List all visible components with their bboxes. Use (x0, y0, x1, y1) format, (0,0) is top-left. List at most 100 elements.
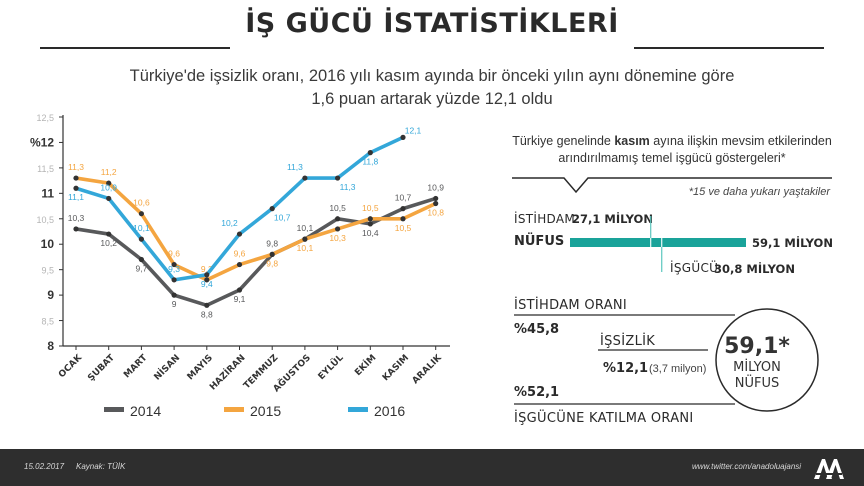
data-label-2015: 9,6 (234, 249, 246, 259)
data-label-2016: 11,3 (340, 182, 356, 192)
circle-line-2: NÜFUS (734, 376, 780, 391)
y-tick-label: 10,5 (36, 215, 54, 225)
y-tick-label: 11,5 (37, 164, 54, 174)
data-label-2014: 9,1 (234, 294, 246, 304)
data-point-2015 (302, 236, 308, 242)
data-point-2016 (204, 272, 210, 278)
data-point-2016 (171, 277, 177, 283)
page-title: İŞ GÜCÜ İSTATİSTİKLERİ (245, 8, 619, 39)
data-label-2014: 9,7 (135, 263, 147, 273)
issizlik-value: %12,1 (603, 361, 649, 376)
data-point-2015 (400, 216, 406, 222)
data-label-2016: 11,8 (362, 157, 378, 167)
data-label-2015: 10,8 (427, 208, 444, 218)
isgucu-value: 30,8 MİLYON (714, 262, 795, 276)
anadolu-agency-logo-icon (814, 459, 844, 479)
data-point-2014 (171, 292, 177, 298)
istihdam-label: İSTİHDAM (514, 212, 576, 226)
x-tick-label: OCAK (57, 352, 85, 380)
data-point-2016 (236, 231, 243, 237)
series-line-2014 (74, 196, 438, 308)
subtitle-line-2: 1,6 puan artarak yüzde 12,1 oldu (311, 90, 553, 108)
data-point-2015 (269, 251, 275, 257)
data-label-2014: 10,7 (395, 193, 412, 203)
y-tick-label: 10 (41, 237, 55, 251)
data-point-2014 (73, 226, 79, 232)
data-point-2015 (106, 180, 112, 186)
katilma-label: İŞGÜCÜNE KATILMA ORANI (514, 411, 694, 426)
footer-source: Kaynak: TÜİK (76, 462, 126, 471)
legend-swatch-2016 (348, 407, 368, 412)
data-label-2016: 10,7 (274, 213, 291, 223)
data-point-2015 (204, 277, 210, 283)
x-tick-label: NİSAN (152, 352, 182, 382)
y-tick-label: 9 (47, 288, 54, 302)
footer-twitter[interactable]: www.twitter.com/anadoluajansi (692, 462, 802, 471)
y-tick-label: 9,5 (41, 266, 54, 276)
circle-line-1: MİLYON (733, 360, 781, 375)
data-point-2015 (236, 261, 243, 268)
y-tick-label: 8,5 (41, 317, 54, 327)
data-label-2016: 9,3 (168, 264, 180, 274)
issizlik-note: (3,7 milyon) (649, 363, 707, 375)
data-point-2016 (138, 236, 144, 242)
subtitle: Türkiye'de işsizlik oranı, 2016 yılı kas… (60, 65, 804, 111)
data-point-2014 (138, 256, 144, 263)
y-tick-label: %12 (30, 135, 54, 149)
data-label-2015: 10,1 (297, 243, 314, 253)
data-label-2014: 8,8 (201, 309, 213, 319)
data-point-2016 (302, 175, 308, 181)
data-label-2015: 11,2 (101, 167, 117, 177)
population-bar-fill (570, 238, 746, 247)
legend-label-2016: 2016 (374, 403, 405, 419)
data-point-2015 (335, 226, 341, 232)
data-label-2015: 10,5 (362, 203, 379, 213)
y-tick-label: 8 (47, 339, 54, 353)
data-point-2015 (73, 175, 79, 181)
data-label-2015: 10,5 (395, 223, 412, 233)
data-point-2015 (138, 211, 144, 217)
x-tick-label: MAYIS (186, 353, 215, 382)
y-tick-label: 11 (41, 186, 54, 200)
data-label-2015: 11,3 (68, 162, 84, 172)
data-label-2016: 10,9 (100, 182, 117, 192)
istihdam-orani-label: İSTİHDAM ORANI (514, 298, 628, 313)
data-point-2014 (335, 216, 341, 222)
legend-swatch-2014 (104, 407, 124, 412)
panel-description: Türkiye genelinde kasım ayına ilişkin me… (512, 134, 832, 165)
data-label-2015: 10,3 (329, 233, 346, 243)
population-bar (570, 216, 746, 272)
data-label-2014: 9,8 (266, 238, 278, 248)
nufus-label: NÜFUS (514, 234, 565, 249)
population-circle-text: 59,1* MİLYON NÜFUS (704, 318, 810, 406)
legend-swatch-2015 (224, 407, 244, 412)
data-point-2016 (106, 195, 112, 202)
circle-value: 59,1* (724, 334, 790, 359)
footer-bar: 15.02.2017 Kaynak: TÜİK www.twitter.com/… (0, 449, 864, 486)
data-label-2014: 10,4 (362, 228, 379, 238)
x-tick-label: ARALIK (411, 352, 445, 386)
data-label-2016: 12,1 (405, 125, 422, 135)
data-point-2016 (335, 175, 341, 181)
data-point-2016 (73, 185, 79, 191)
data-point-2014 (400, 206, 406, 212)
data-label-2015: 9,3 (201, 264, 213, 274)
data-label-2014: 10,5 (329, 203, 346, 213)
population-circle (715, 308, 819, 412)
data-label-2015: 9,8 (266, 258, 278, 268)
data-label-2015: 9,6 (168, 249, 180, 259)
nufus-value: 59,1 MİLYON (752, 236, 833, 250)
rate-connector-lines (514, 308, 819, 412)
x-tick-label: MART (122, 352, 150, 380)
title-divider-right (634, 47, 824, 49)
data-point-2015 (171, 261, 177, 268)
istihdam-value: 27,1 MİLYON (572, 212, 653, 226)
data-label-2016: 9,4 (201, 279, 213, 289)
data-label-2014: 10,3 (68, 213, 85, 223)
data-label-2016: 11,3 (287, 162, 303, 172)
subtitle-line-1: Türkiye'de işsizlik oranı, 2016 yılı kas… (129, 67, 735, 85)
y-tick-label: 12,5 (36, 113, 54, 123)
katilma-value: %52,1 (514, 385, 560, 400)
panel-footnote: *15 ve daha yukarı yaştakiler (688, 186, 830, 198)
isgucu-label: İŞGÜCÜ (670, 261, 719, 275)
